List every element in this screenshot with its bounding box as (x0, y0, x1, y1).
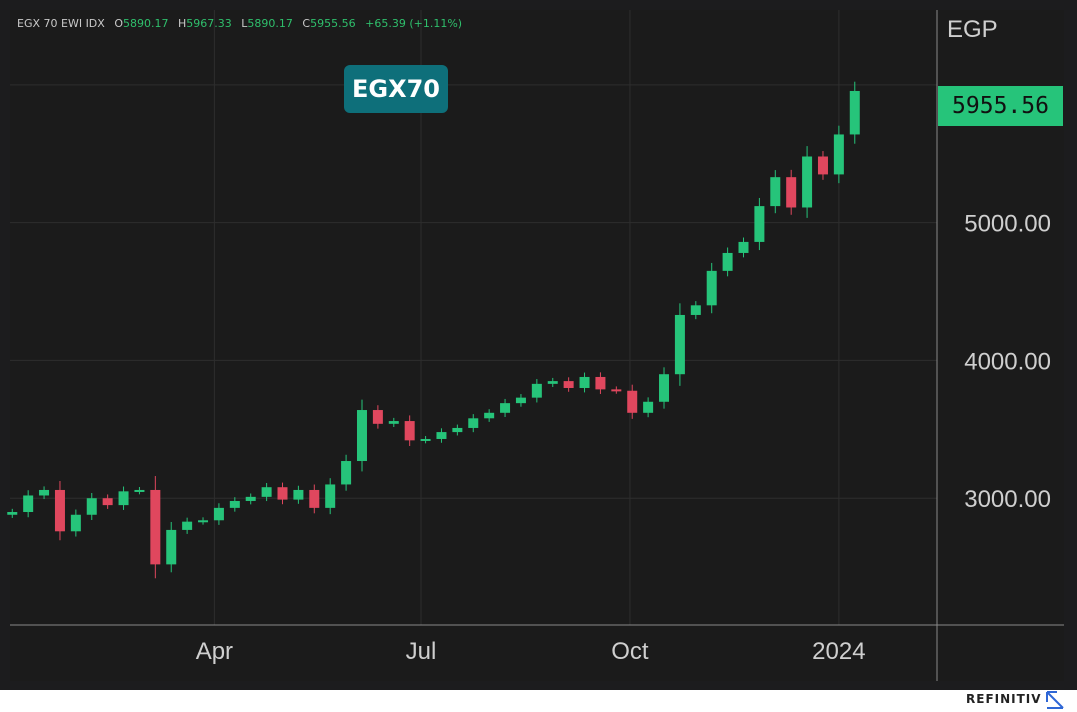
candle-body (706, 270, 717, 306)
candle-body (245, 496, 256, 501)
candle-body (738, 241, 749, 253)
candle-body (563, 381, 574, 388)
candle-body (372, 410, 383, 424)
candle-body (70, 514, 81, 532)
candle-body (802, 156, 813, 208)
candle-body (500, 403, 511, 413)
price-tick-label: 4000.00 (964, 348, 1051, 375)
candle-body (86, 498, 97, 515)
candle-body (404, 421, 415, 441)
candle-body (674, 314, 685, 375)
time-tick-label: 2024 (812, 638, 865, 665)
ohlc-legend: EGX 70 EWI IDX O5890.17 H5967.33 L5890.1… (17, 17, 462, 30)
candle-body (468, 418, 479, 428)
candle-body (420, 438, 431, 441)
candle-body (356, 410, 367, 462)
refinitiv-arrow-icon (1046, 691, 1064, 709)
plot-area (10, 10, 1064, 681)
price-tick-label: 3000.00 (964, 486, 1051, 513)
last-price-badge: 5955.56 (938, 86, 1063, 126)
candle-body (198, 520, 209, 523)
candle-body (595, 376, 606, 390)
candle-body (579, 376, 590, 388)
candle-body (102, 498, 113, 506)
candle-body (150, 489, 161, 565)
currency-unit-label: EGP (947, 16, 998, 43)
candle-body (786, 177, 797, 208)
candle-body (182, 521, 193, 530)
candle-body (770, 177, 781, 207)
time-tick-label: Apr (196, 638, 233, 665)
candle-body (690, 305, 701, 315)
candle-body (341, 461, 352, 485)
legend-open-label: O (114, 17, 123, 30)
price-tick-label: 5000.00 (964, 211, 1051, 238)
candle-body (134, 489, 145, 492)
brand-logo-text: REFINITIV (966, 692, 1042, 706)
candle-body (833, 134, 844, 175)
candle-body (817, 156, 828, 175)
candle-body (611, 389, 622, 392)
candle-body (293, 489, 304, 500)
candle-body (659, 374, 670, 402)
candle-body (754, 206, 765, 242)
candle-body (213, 507, 224, 521)
time-axis-ticks: Apr Jul Oct 2024 (196, 638, 866, 665)
legend-close: 5955.56 (310, 17, 356, 30)
candle-body (547, 381, 558, 384)
candle-body (643, 401, 654, 413)
time-tick-label: Oct (611, 638, 649, 665)
legend-low-label: L (241, 17, 248, 30)
candle-body (627, 390, 638, 413)
candle-body (118, 491, 129, 506)
candle-body (54, 489, 65, 532)
candle-body (515, 397, 526, 404)
candle-body (436, 432, 447, 439)
candle-body (309, 489, 320, 508)
candle-body (325, 484, 336, 508)
candle-body (277, 487, 288, 500)
candle-body (722, 252, 733, 271)
candles-layer (7, 81, 860, 579)
candle-body (7, 512, 18, 515)
candle-body (261, 487, 272, 497)
legend-change-pct: (+1.11%) (409, 17, 463, 30)
legend-close-label: C (302, 17, 311, 30)
legend-change: +65.39 (365, 17, 406, 30)
grid-layer (10, 10, 937, 625)
legend-symbol: EGX 70 EWI IDX (17, 17, 105, 30)
candle-body (849, 90, 860, 135)
candle-body (484, 412, 495, 419)
candle-body (452, 427, 463, 433)
legend-low: 5890.17 (247, 17, 293, 30)
legend-open: 5890.17 (123, 17, 169, 30)
legend-high-label: H (178, 17, 187, 30)
legend-high: 5967.33 (186, 17, 232, 30)
ticker-badge: EGX70 (344, 65, 448, 113)
price-axis-ticks: 3000.00 4000.00 5000.00 (964, 211, 1051, 514)
candle-body (388, 421, 399, 424)
candle-body (229, 500, 240, 508)
candle-body (39, 489, 50, 496)
candle-body (23, 495, 34, 513)
time-tick-label: Jul (406, 638, 437, 665)
candle-body (166, 529, 177, 565)
candle-body (531, 383, 542, 398)
